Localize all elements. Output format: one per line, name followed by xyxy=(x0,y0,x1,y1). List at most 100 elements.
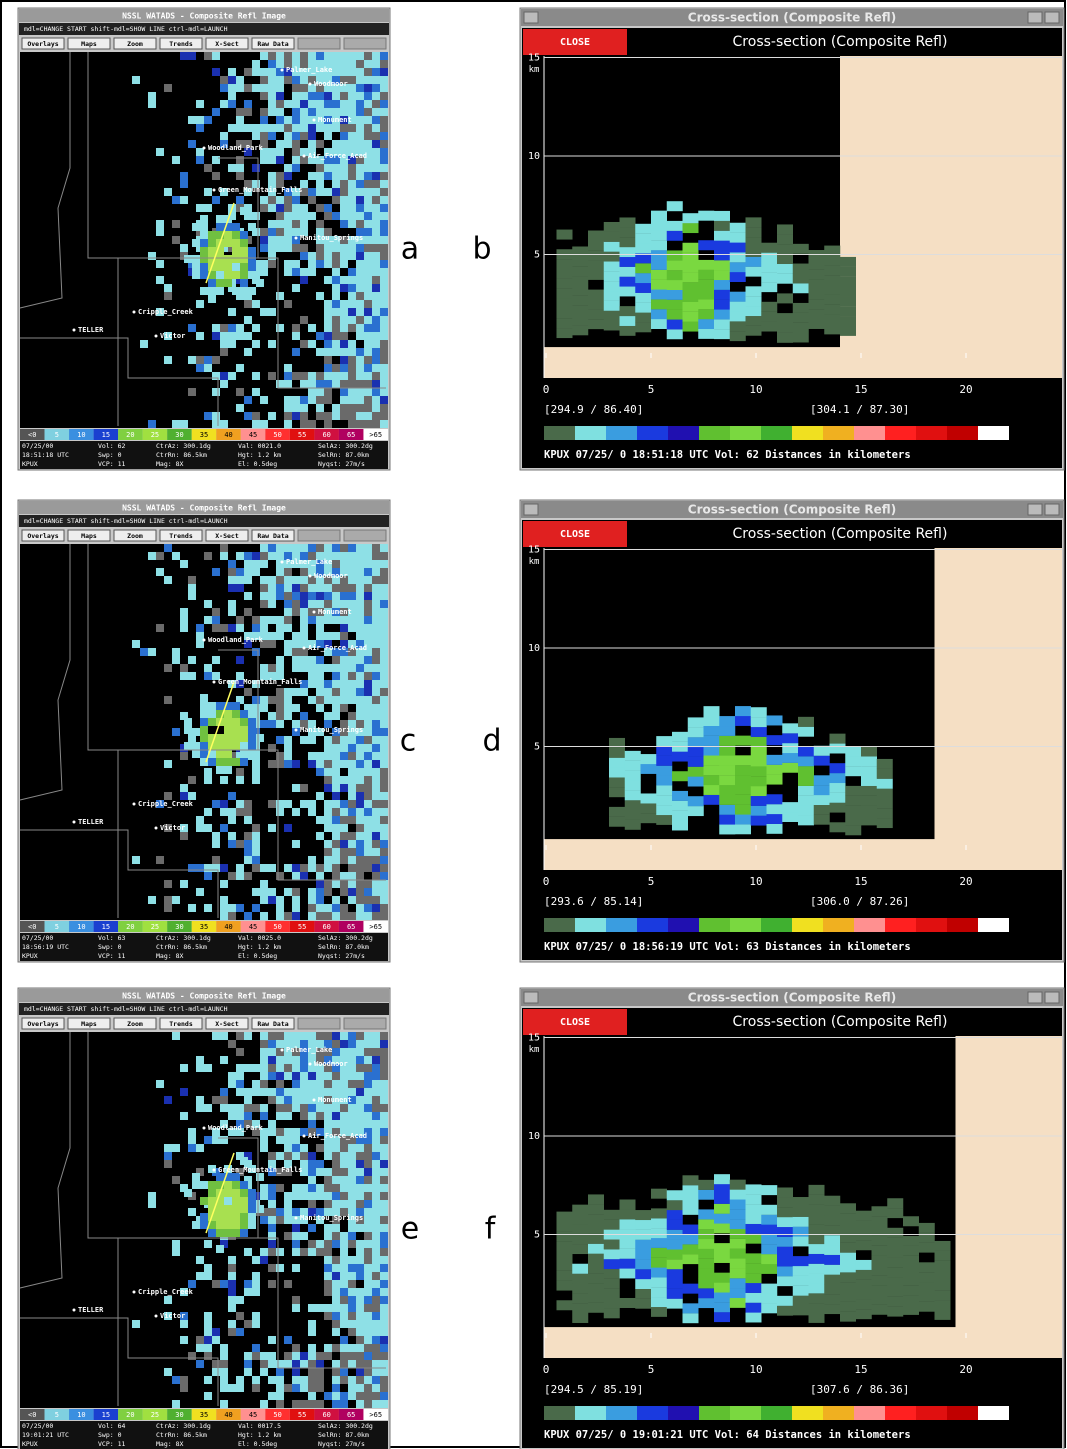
toolbar-button[interactable] xyxy=(251,529,295,542)
toolbar-button[interactable] xyxy=(159,37,203,50)
echo-cell xyxy=(348,268,356,276)
echo-cell xyxy=(308,148,316,156)
echo-cell xyxy=(332,1168,340,1176)
toolbar-button[interactable] xyxy=(21,37,65,50)
window-menu-button[interactable] xyxy=(523,991,539,1004)
window-menu-button[interactable] xyxy=(523,503,539,516)
echo-cell xyxy=(348,1120,356,1128)
echo-cell xyxy=(364,648,372,656)
echo-cell xyxy=(244,316,252,324)
echo-cell xyxy=(348,1184,356,1192)
echo-cell xyxy=(284,544,292,552)
echo-cell xyxy=(340,888,348,896)
echo-cell xyxy=(876,798,893,809)
toolbar-button[interactable] xyxy=(113,529,157,542)
toolbar-button[interactable] xyxy=(67,1017,111,1030)
echo-cell xyxy=(196,864,204,872)
toolbar-button[interactable] xyxy=(21,1017,65,1030)
toolbar-button-label[interactable]: Maps xyxy=(81,40,97,48)
echo-cell xyxy=(268,180,276,188)
toolbar-button[interactable] xyxy=(159,1017,203,1030)
window-minimize-button[interactable] xyxy=(1027,11,1043,24)
close-button-label[interactable]: CLOSE xyxy=(560,1017,590,1028)
echo-cell xyxy=(332,244,340,252)
echo-cell xyxy=(292,260,300,268)
echo-cell xyxy=(324,1352,332,1360)
echo-cell xyxy=(200,1181,208,1189)
window-menu-button[interactable] xyxy=(523,11,539,24)
echo-cell xyxy=(252,560,260,568)
place-label: Palmer_Lake xyxy=(286,66,332,74)
echo-cell xyxy=(332,704,340,712)
toolbar-button-label[interactable]: Raw Data xyxy=(257,40,288,48)
echo-cell xyxy=(284,1152,292,1160)
toolbar-button-label[interactable]: X-Sect xyxy=(215,1020,239,1028)
echo-cell xyxy=(340,1064,348,1072)
county-line xyxy=(87,544,386,881)
toolbar-button[interactable] xyxy=(251,37,295,50)
echo-cell xyxy=(372,1400,380,1408)
toolbar-button[interactable] xyxy=(159,529,203,542)
toolbar-button-label[interactable]: X-Sect xyxy=(215,40,239,48)
window-maximize-button[interactable] xyxy=(1044,503,1060,516)
close-button[interactable] xyxy=(523,521,627,547)
toolbar-button-label[interactable]: Overlays xyxy=(27,40,58,48)
toolbar-button-label[interactable]: Trends xyxy=(169,40,193,48)
echo-cell xyxy=(236,904,244,912)
toolbar-button-label[interactable]: Raw Data xyxy=(257,1020,288,1028)
echo-cell xyxy=(635,1279,652,1290)
toolbar-button[interactable] xyxy=(205,1017,249,1030)
close-button-label[interactable]: CLOSE xyxy=(560,37,590,48)
echo-cell xyxy=(372,792,380,800)
window-minimize-button[interactable] xyxy=(1027,503,1043,516)
close-button-label[interactable]: CLOSE xyxy=(560,529,590,540)
toolbar-button[interactable] xyxy=(113,37,157,50)
toolbar-button[interactable] xyxy=(21,529,65,542)
toolbar-button-label[interactable]: Maps xyxy=(81,532,97,540)
echo-cell xyxy=(364,60,372,68)
toolbar-button[interactable] xyxy=(67,37,111,50)
toolbar-button-label[interactable]: Zoom xyxy=(127,1020,143,1028)
echo-cell xyxy=(588,1223,604,1234)
window-maximize-button[interactable] xyxy=(1044,991,1060,1004)
toolbar-button-label[interactable]: Raw Data xyxy=(257,532,288,540)
echo-cell xyxy=(204,768,212,776)
toolbar-button-label[interactable]: X-Sect xyxy=(215,532,239,540)
toolbar-button[interactable] xyxy=(205,37,249,50)
echo-cell xyxy=(340,1264,348,1272)
toolbar-button[interactable] xyxy=(205,529,249,542)
toolbar-button-label[interactable]: Overlays xyxy=(27,1020,58,1028)
echo-cell xyxy=(887,1257,904,1268)
toolbar-button-label[interactable]: Overlays xyxy=(27,532,58,540)
echo-cell xyxy=(672,810,688,821)
toolbar-button[interactable] xyxy=(113,1017,157,1030)
echo-cell xyxy=(703,716,720,727)
toolbar-button-label[interactable]: Zoom xyxy=(127,532,143,540)
echo-cell xyxy=(798,766,814,777)
echo-cell xyxy=(380,1192,388,1200)
echo-cell xyxy=(372,856,380,864)
toolbar-button-label[interactable]: Trends xyxy=(169,532,193,540)
echo-cell xyxy=(332,760,340,768)
window-maximize-button[interactable] xyxy=(1044,11,1060,24)
storm-cell xyxy=(240,255,248,263)
echo-cell xyxy=(324,132,332,140)
echo-cell xyxy=(308,1176,316,1184)
echo-cell xyxy=(340,1160,348,1168)
echo-cell xyxy=(260,600,268,608)
toolbar-button[interactable] xyxy=(251,1017,295,1030)
echo-cell xyxy=(372,324,380,332)
close-button[interactable] xyxy=(523,1009,627,1035)
echo-cell xyxy=(364,1144,372,1152)
toolbar-button-label[interactable]: Trends xyxy=(169,1020,193,1028)
echo-cell xyxy=(348,696,356,704)
echo-cell xyxy=(619,247,636,258)
window-minimize-button[interactable] xyxy=(1027,991,1043,1004)
toolbar-button-label[interactable]: Zoom xyxy=(127,40,143,48)
echo-cell xyxy=(603,290,620,301)
toolbar-button-label[interactable]: Maps xyxy=(81,1020,97,1028)
close-button[interactable] xyxy=(523,29,627,55)
toolbar-button[interactable] xyxy=(67,529,111,542)
echo-cell xyxy=(292,1096,300,1104)
echo-cell xyxy=(682,1313,699,1324)
